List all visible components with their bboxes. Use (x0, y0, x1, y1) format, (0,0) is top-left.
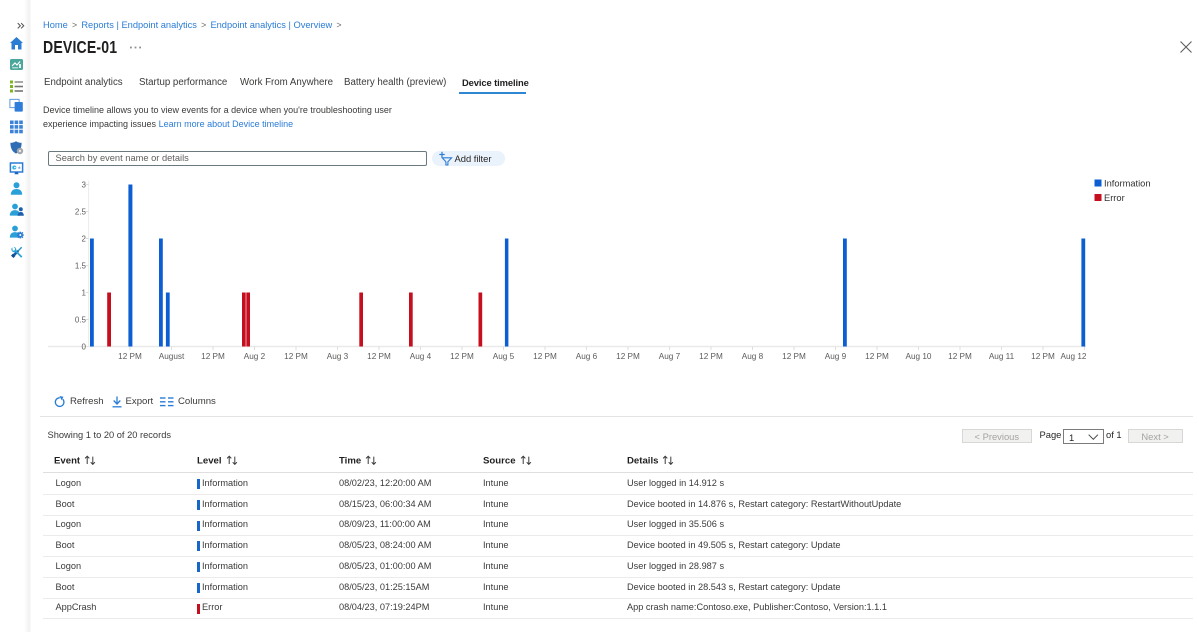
svg-text:12 PM: 12 PM (948, 352, 972, 361)
svg-text:Error: Error (1104, 193, 1125, 203)
svg-text:Aug 3: Aug 3 (327, 352, 349, 361)
svg-text:12 PM: 12 PM (699, 352, 723, 361)
svg-text:12 PM: 12 PM (367, 352, 391, 361)
svg-text:Information: Information (1104, 179, 1151, 189)
svg-text:Aug 7: Aug 7 (659, 352, 681, 361)
svg-text:12 PM: 12 PM (201, 352, 225, 361)
svg-text:3: 3 (82, 181, 87, 190)
svg-text:Aug 4: Aug 4 (410, 352, 432, 361)
svg-text:2.5: 2.5 (75, 208, 87, 217)
svg-text:12 PM: 12 PM (284, 352, 308, 361)
svg-text:12 PM: 12 PM (118, 352, 142, 361)
svg-text:0.5: 0.5 (75, 316, 87, 325)
svg-text:12 PM: 12 PM (616, 352, 640, 361)
svg-text:Aug 2: Aug 2 (244, 352, 266, 361)
svg-text:Aug 9: Aug 9 (825, 352, 847, 361)
svg-text:Aug 8: Aug 8 (742, 352, 764, 361)
svg-text:12 PM: 12 PM (450, 352, 474, 361)
svg-text:Aug 5: Aug 5 (493, 352, 515, 361)
svg-text:0: 0 (82, 343, 87, 352)
svg-text:2: 2 (82, 235, 87, 244)
svg-text:12 PM: 12 PM (865, 352, 889, 361)
svg-text:Aug 11: Aug 11 (989, 352, 1015, 361)
svg-text:1: 1 (82, 289, 87, 298)
svg-text:12 PM: 12 PM (1031, 352, 1055, 361)
svg-text:12 PM: 12 PM (782, 352, 806, 361)
svg-text:August: August (159, 352, 185, 361)
svg-text:1.5: 1.5 (75, 262, 87, 271)
svg-text:Aug 10: Aug 10 (906, 352, 932, 361)
svg-text:12 PM: 12 PM (533, 352, 557, 361)
svg-text:Aug 6: Aug 6 (576, 352, 598, 361)
svg-text:Aug 12: Aug 12 (1061, 352, 1087, 361)
